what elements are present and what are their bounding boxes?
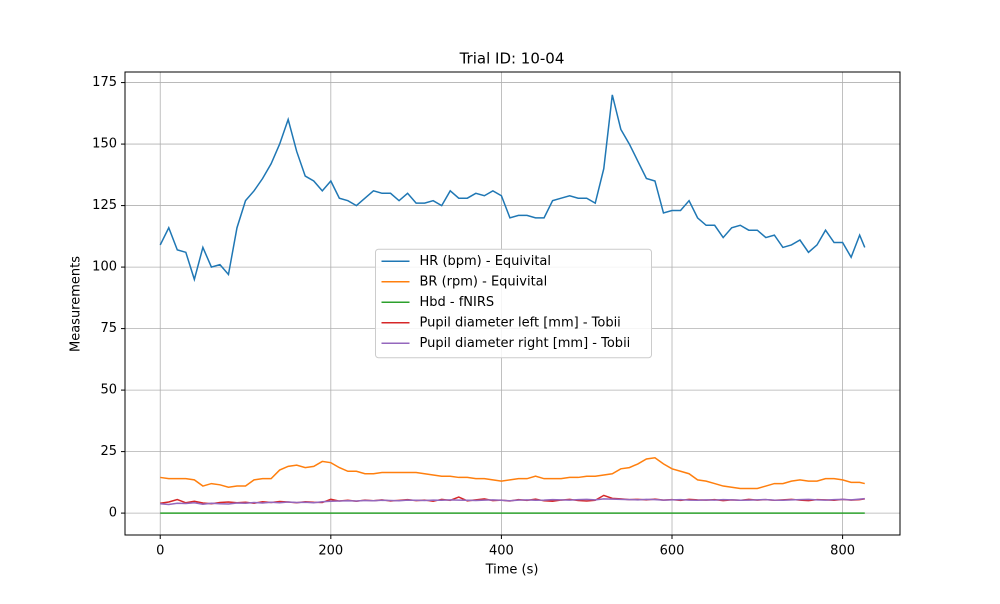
data-line xyxy=(159,94,866,283)
y-tick-label: 100 xyxy=(92,260,117,275)
y-tick-label: 125 xyxy=(92,198,117,213)
y-tick-label: 50 xyxy=(100,383,117,398)
data-line xyxy=(160,497,865,506)
legend-label: BR (rpm) - Equivital xyxy=(420,274,548,289)
legend-label: Pupil diameter right [mm] - Tobii xyxy=(420,336,631,351)
y-tick-label: 175 xyxy=(92,75,117,90)
x-tick-label: 400 xyxy=(489,544,514,559)
x-tick-label: 200 xyxy=(318,544,343,559)
y-tick-label: 25 xyxy=(100,444,117,459)
y-tick-label: 75 xyxy=(100,321,117,336)
y-axis-label: Measurements xyxy=(69,256,84,352)
data-line xyxy=(160,456,865,490)
plot-frame xyxy=(124,71,901,536)
x-tick-label: 600 xyxy=(660,544,685,559)
x-tick-label: 0 xyxy=(156,544,164,559)
y-tick-label: 150 xyxy=(92,137,117,152)
legend-label: Hbd - fNIRS xyxy=(420,295,495,310)
legend-label: HR (bpm) - Equivital xyxy=(420,254,552,269)
y-tick-label: 0 xyxy=(109,506,117,521)
x-tick-label: 800 xyxy=(830,544,855,559)
x-axis-label: Time (s) xyxy=(485,563,539,578)
legend-box xyxy=(375,248,652,359)
chart-title: Trial ID: 10-04 xyxy=(459,50,565,68)
legend-label: Pupil diameter left [mm] - Tobii xyxy=(420,315,621,330)
